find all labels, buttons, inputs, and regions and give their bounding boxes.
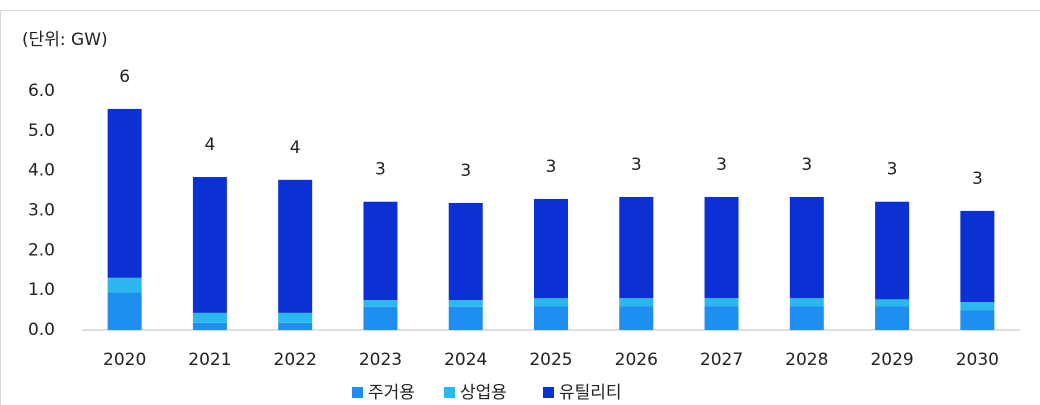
bar-segment [960, 302, 995, 311]
legend-label: 상업용 [460, 383, 507, 403]
unit-label: (단위: GW) [22, 30, 108, 50]
y-tick-label: 0.0 [28, 320, 55, 340]
legend-label: 유틸리티 [559, 383, 622, 403]
y-tick-label: 2.0 [28, 240, 55, 260]
x-tick-label: 2027 [700, 350, 743, 370]
total-label: 6 [119, 67, 130, 87]
bar-segment [960, 210, 995, 303]
y-tick-label: 1.0 [28, 280, 55, 300]
x-tick-label: 2021 [188, 350, 231, 370]
bar-segment [192, 177, 227, 313]
legend-swatch [543, 387, 554, 398]
x-tick-label: 2022 [274, 350, 317, 370]
x-tick-label: 2026 [615, 350, 658, 370]
bar-segment [619, 306, 654, 330]
total-label: 4 [204, 135, 215, 155]
legend-label: 주거용 [368, 383, 415, 403]
x-tick-label: 2024 [444, 350, 487, 370]
total-label: 3 [801, 155, 812, 175]
x-tick-label: 2030 [956, 350, 999, 370]
bar-segment [619, 196, 654, 299]
total-label: 3 [460, 161, 471, 181]
bar-segment [534, 298, 568, 307]
bar-segment [192, 312, 227, 323]
bar-segment [704, 298, 739, 307]
legend-swatch [352, 387, 363, 398]
legend-swatch [444, 387, 455, 398]
bar-segment [534, 198, 568, 299]
bar-segment [789, 196, 824, 299]
bar-segment [789, 298, 824, 307]
bar-segment [704, 306, 739, 330]
total-label: 4 [290, 138, 301, 158]
frame [0, 10, 1040, 405]
bar-segment [534, 306, 568, 330]
y-tick-label: 5.0 [28, 121, 55, 141]
bar-segment [875, 306, 910, 330]
total-label: 3 [716, 155, 727, 175]
x-tick-label: 2029 [870, 350, 913, 370]
x-tick-label: 2020 [103, 350, 146, 370]
y-tick-label: 3.0 [28, 201, 55, 221]
bar-segment [363, 201, 398, 301]
x-tick-label: 2025 [529, 350, 572, 370]
bar-segment [448, 300, 483, 307]
bar-segment [192, 322, 227, 330]
y-tick-label: 4.0 [28, 161, 55, 181]
bar-segment [789, 306, 824, 330]
bar-segment [278, 322, 313, 330]
bar-segment [875, 299, 910, 307]
total-label: 3 [631, 155, 642, 175]
bar-segment [363, 306, 398, 330]
bar-segment [278, 312, 313, 323]
bar-segment [107, 108, 142, 278]
bar-segment [278, 179, 313, 313]
total-label: 3 [375, 160, 386, 180]
total-label: 3 [546, 157, 557, 177]
bar-segment [448, 306, 483, 330]
bar-segment [448, 202, 483, 301]
bar-segment [107, 292, 142, 330]
x-tick-label: 2023 [359, 350, 402, 370]
bar-segment [619, 298, 654, 307]
total-label: 3 [887, 160, 898, 180]
bar-segment [960, 310, 995, 330]
bar-segment [875, 201, 910, 300]
bar-segment [363, 300, 398, 307]
bar-segment [704, 196, 739, 299]
y-tick-label: 6.0 [28, 81, 55, 101]
x-tick-label: 2028 [785, 350, 828, 370]
bar-segment [107, 277, 142, 293]
total-label: 3 [972, 169, 983, 189]
